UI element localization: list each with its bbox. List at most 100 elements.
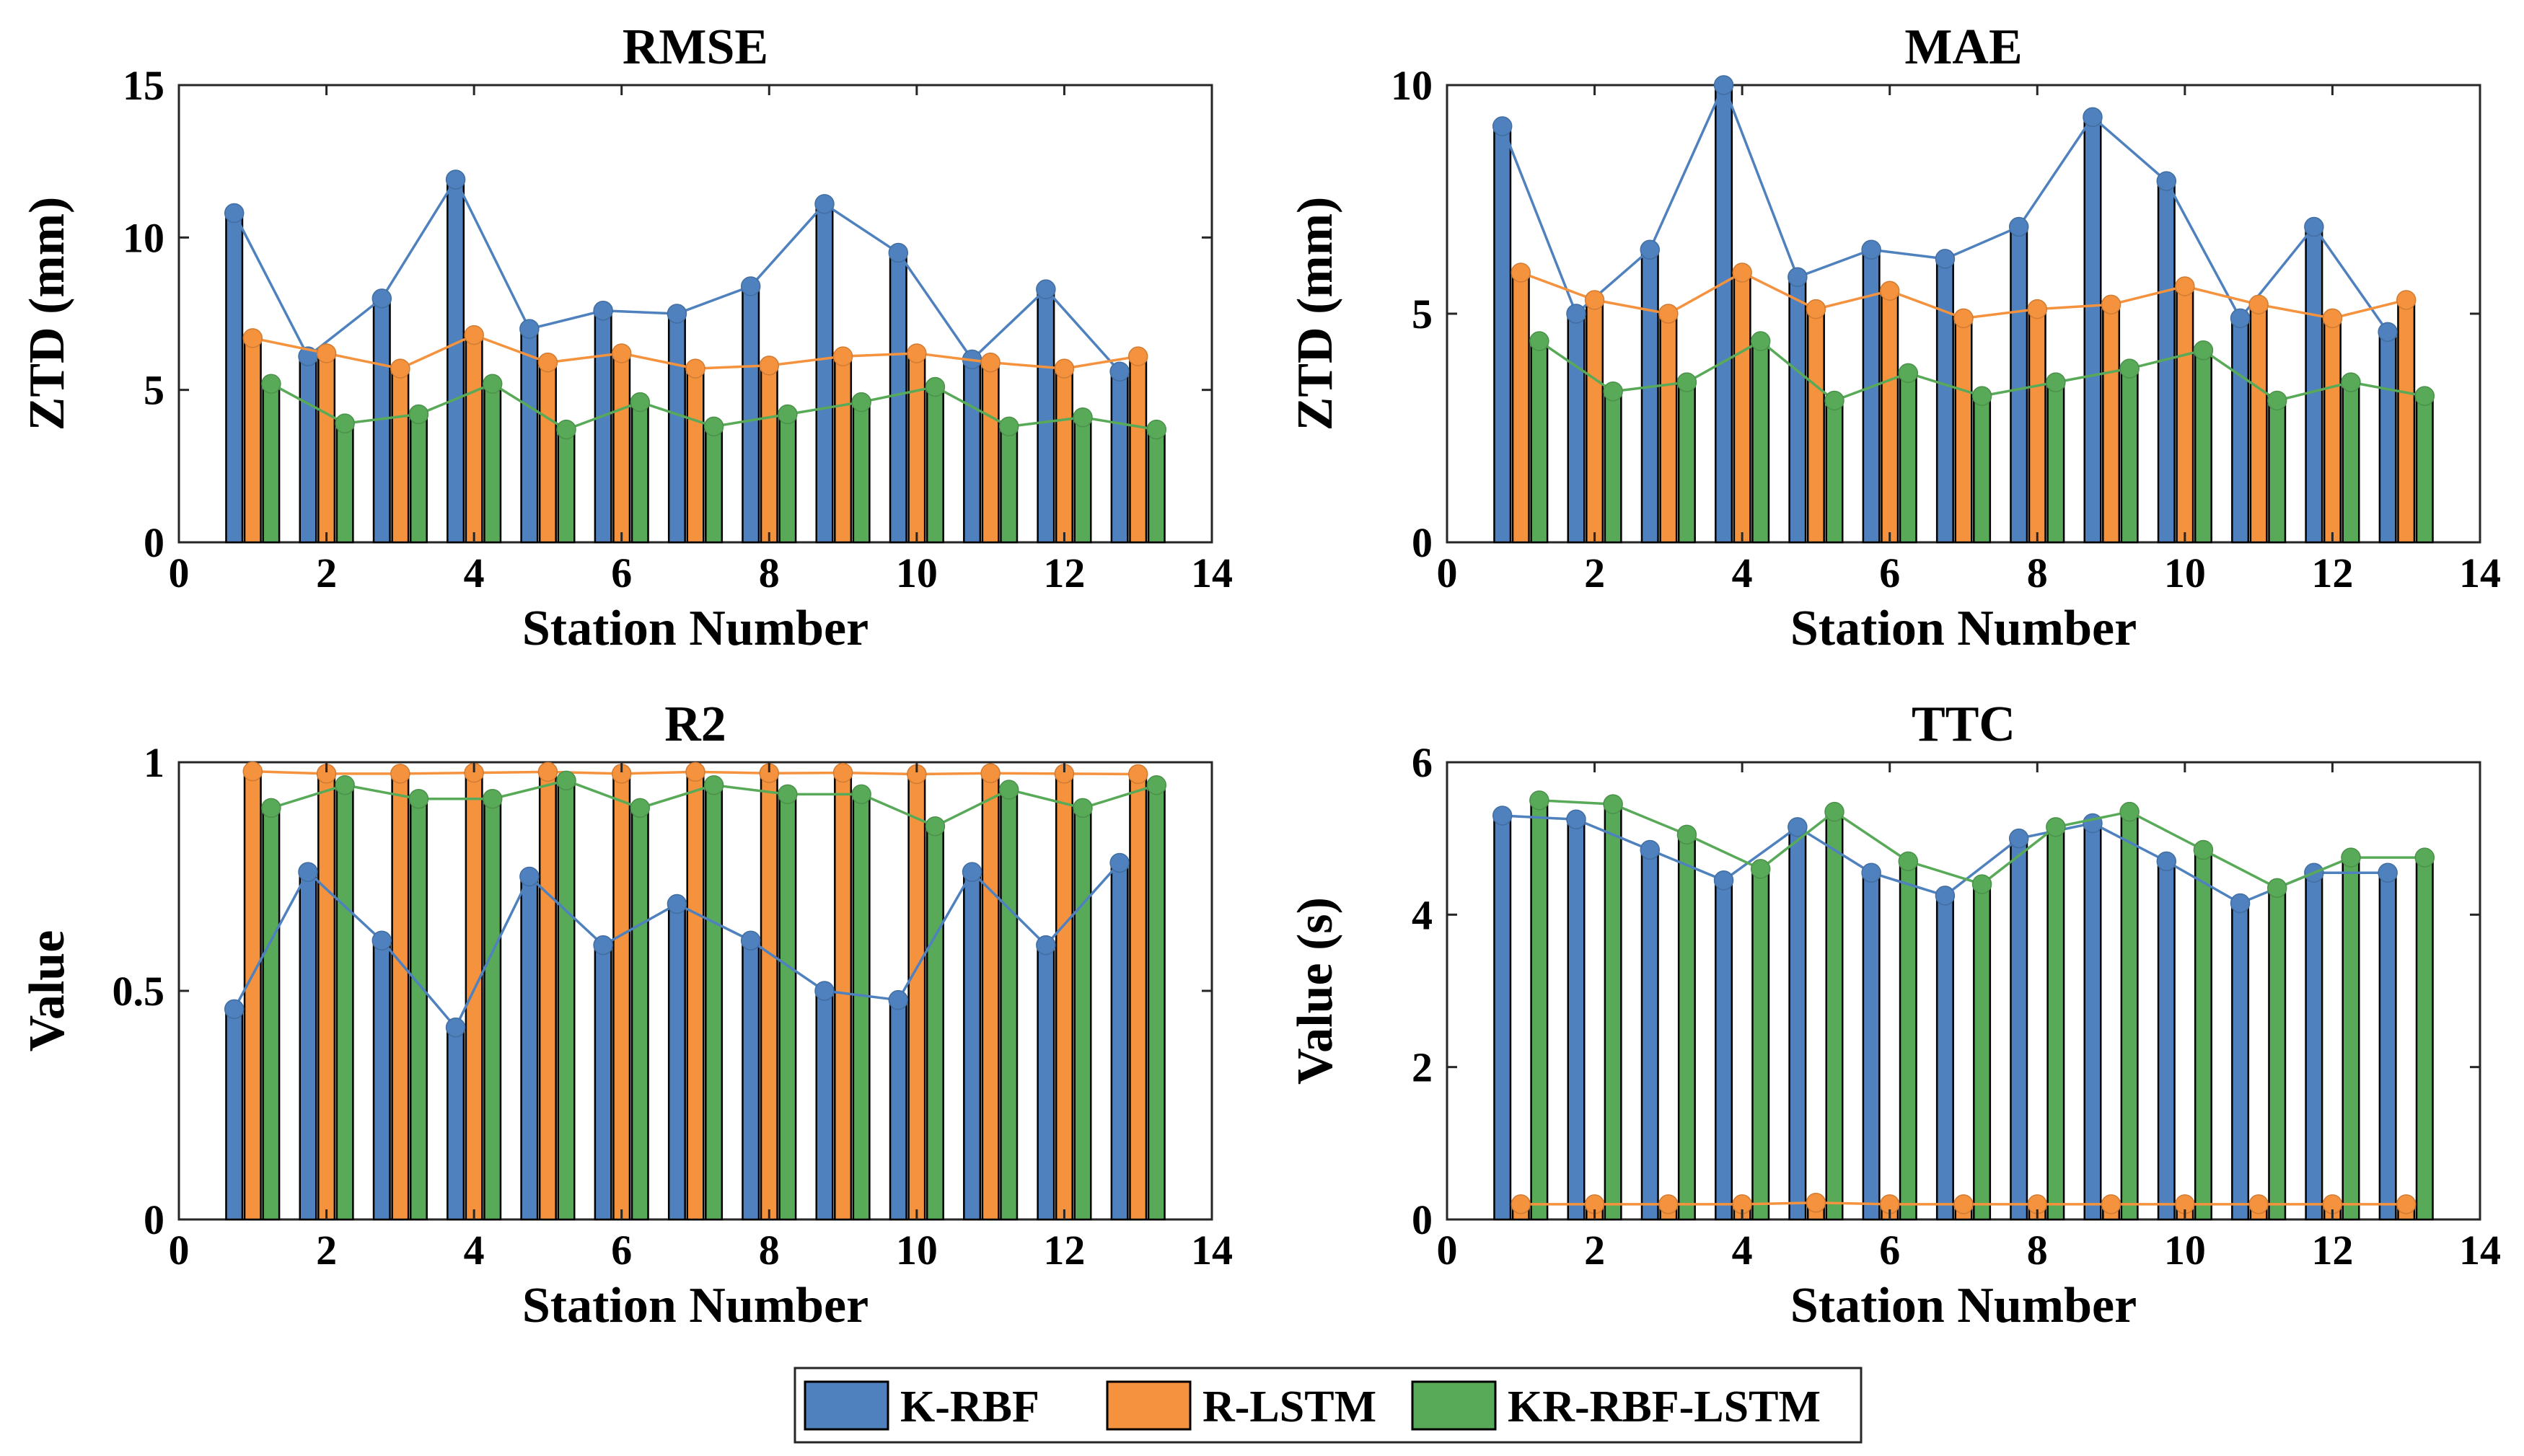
- bar-series-kr-rbf-lstm: [1530, 799, 2434, 1221]
- x-tick-label: 12: [1043, 1227, 1085, 1274]
- line-series-kr-rbf-lstm: [1529, 331, 2435, 411]
- ticks: 0 2 4 6 8 10 12 14 0 2 4 6: [1412, 739, 2501, 1274]
- x-tick-label: 14: [1191, 550, 1233, 596]
- data-point: [888, 989, 909, 1010]
- legend: K-RBF R-LSTM KR-RBF-LSTM: [793, 1367, 1863, 1444]
- data-point: [1953, 308, 1974, 329]
- bar: [981, 772, 1000, 1221]
- bar: [834, 355, 853, 544]
- bar: [1037, 288, 1055, 544]
- data-point: [1584, 290, 1605, 310]
- x-tick-label: 12: [2311, 550, 2353, 596]
- bar-series-k-rbf: [225, 862, 1129, 1221]
- data-point: [1732, 262, 1752, 283]
- bar: [409, 413, 428, 544]
- bar: [594, 309, 612, 544]
- bar: [1825, 811, 1844, 1221]
- bar: [1604, 390, 1622, 544]
- data-point: [2083, 813, 2103, 834]
- y-tick-label: 0: [144, 1196, 164, 1243]
- line-series-kr-rbf-lstm: [261, 770, 1167, 837]
- bar: [1973, 394, 1992, 544]
- data-point: [962, 862, 982, 882]
- data-point: [2119, 358, 2140, 379]
- bar: [760, 364, 778, 544]
- data-point: [2119, 801, 2140, 822]
- data-point: [2230, 308, 2251, 329]
- bar: [243, 337, 262, 544]
- y-axis-label: Value (s): [1288, 897, 1343, 1085]
- bar: [2268, 887, 2287, 1221]
- data-point: [1824, 390, 1844, 411]
- data-point: [1713, 75, 1734, 95]
- data-point: [1127, 346, 1148, 366]
- data-point: [1658, 304, 1679, 324]
- x-tick-label: 8: [2027, 550, 2048, 596]
- legend-label: R-LSTM: [1202, 1382, 1376, 1431]
- data-point: [335, 413, 355, 433]
- data-point: [1806, 299, 1826, 319]
- x-tick-label: 10: [896, 1227, 938, 1274]
- bar: [2010, 226, 2028, 544]
- bar: [630, 807, 649, 1221]
- bar: [1110, 371, 1129, 544]
- data-point: [556, 770, 576, 791]
- x-tick-label: 12: [1043, 550, 1085, 596]
- bar: [963, 358, 982, 544]
- data-point: [1529, 331, 1549, 351]
- x-tick-label: 6: [1879, 1227, 1900, 1274]
- data-point: [1676, 824, 1697, 845]
- bar: [483, 382, 502, 544]
- data-point: [703, 775, 724, 795]
- bar: [409, 798, 428, 1221]
- y-tick-label: 5: [1412, 291, 1433, 337]
- legend-swatch: [1411, 1380, 1497, 1431]
- x-tick-label: 6: [1879, 550, 1900, 596]
- data-point: [630, 392, 651, 412]
- x-tick-label: 10: [2164, 1227, 2206, 1274]
- bar: [907, 352, 926, 544]
- bar: [2120, 367, 2139, 544]
- bar: [2010, 837, 2028, 1221]
- data-point: [1146, 419, 1167, 440]
- data-point: [519, 866, 540, 887]
- bar: [834, 772, 853, 1221]
- data-point: [778, 404, 798, 425]
- line-series-kr-rbf-lstm: [1529, 790, 2435, 899]
- bar: [391, 367, 410, 544]
- bar: [686, 367, 705, 544]
- bar: [1677, 381, 1696, 544]
- bar-series-r-lstm: [1511, 271, 2416, 544]
- bar: [1129, 355, 1148, 544]
- data-point: [1879, 281, 1900, 301]
- data-point: [1824, 801, 1844, 822]
- bar: [262, 807, 281, 1221]
- bar: [667, 903, 686, 1221]
- y-axis-label: Value: [19, 930, 75, 1052]
- data-point: [1640, 239, 1661, 260]
- bar: [1493, 125, 1512, 544]
- y-tick-label: 0: [1412, 519, 1433, 566]
- bar: [612, 352, 631, 544]
- bar: [1788, 276, 1807, 544]
- bar: [963, 870, 982, 1221]
- y-tick-label: 6: [1412, 739, 1433, 786]
- bar: [2341, 381, 2360, 544]
- data-point: [445, 169, 466, 190]
- y-tick-label: 5: [144, 367, 164, 414]
- data-point: [1898, 851, 1919, 872]
- bar: [2231, 317, 2250, 544]
- bar: [630, 401, 649, 544]
- x-tick-label: 8: [759, 550, 780, 596]
- data-point: [2101, 294, 2121, 315]
- bar: [686, 771, 705, 1221]
- data-point: [1658, 1194, 1679, 1214]
- data-point: [1676, 372, 1697, 392]
- data-point: [998, 780, 1019, 800]
- x-tick-label: 14: [1191, 1227, 1233, 1274]
- bar: [2194, 849, 2212, 1221]
- bar: [925, 386, 944, 544]
- data-point: [667, 304, 687, 324]
- bar-series-r-lstm: [243, 770, 1148, 1221]
- bar: [1751, 340, 1770, 544]
